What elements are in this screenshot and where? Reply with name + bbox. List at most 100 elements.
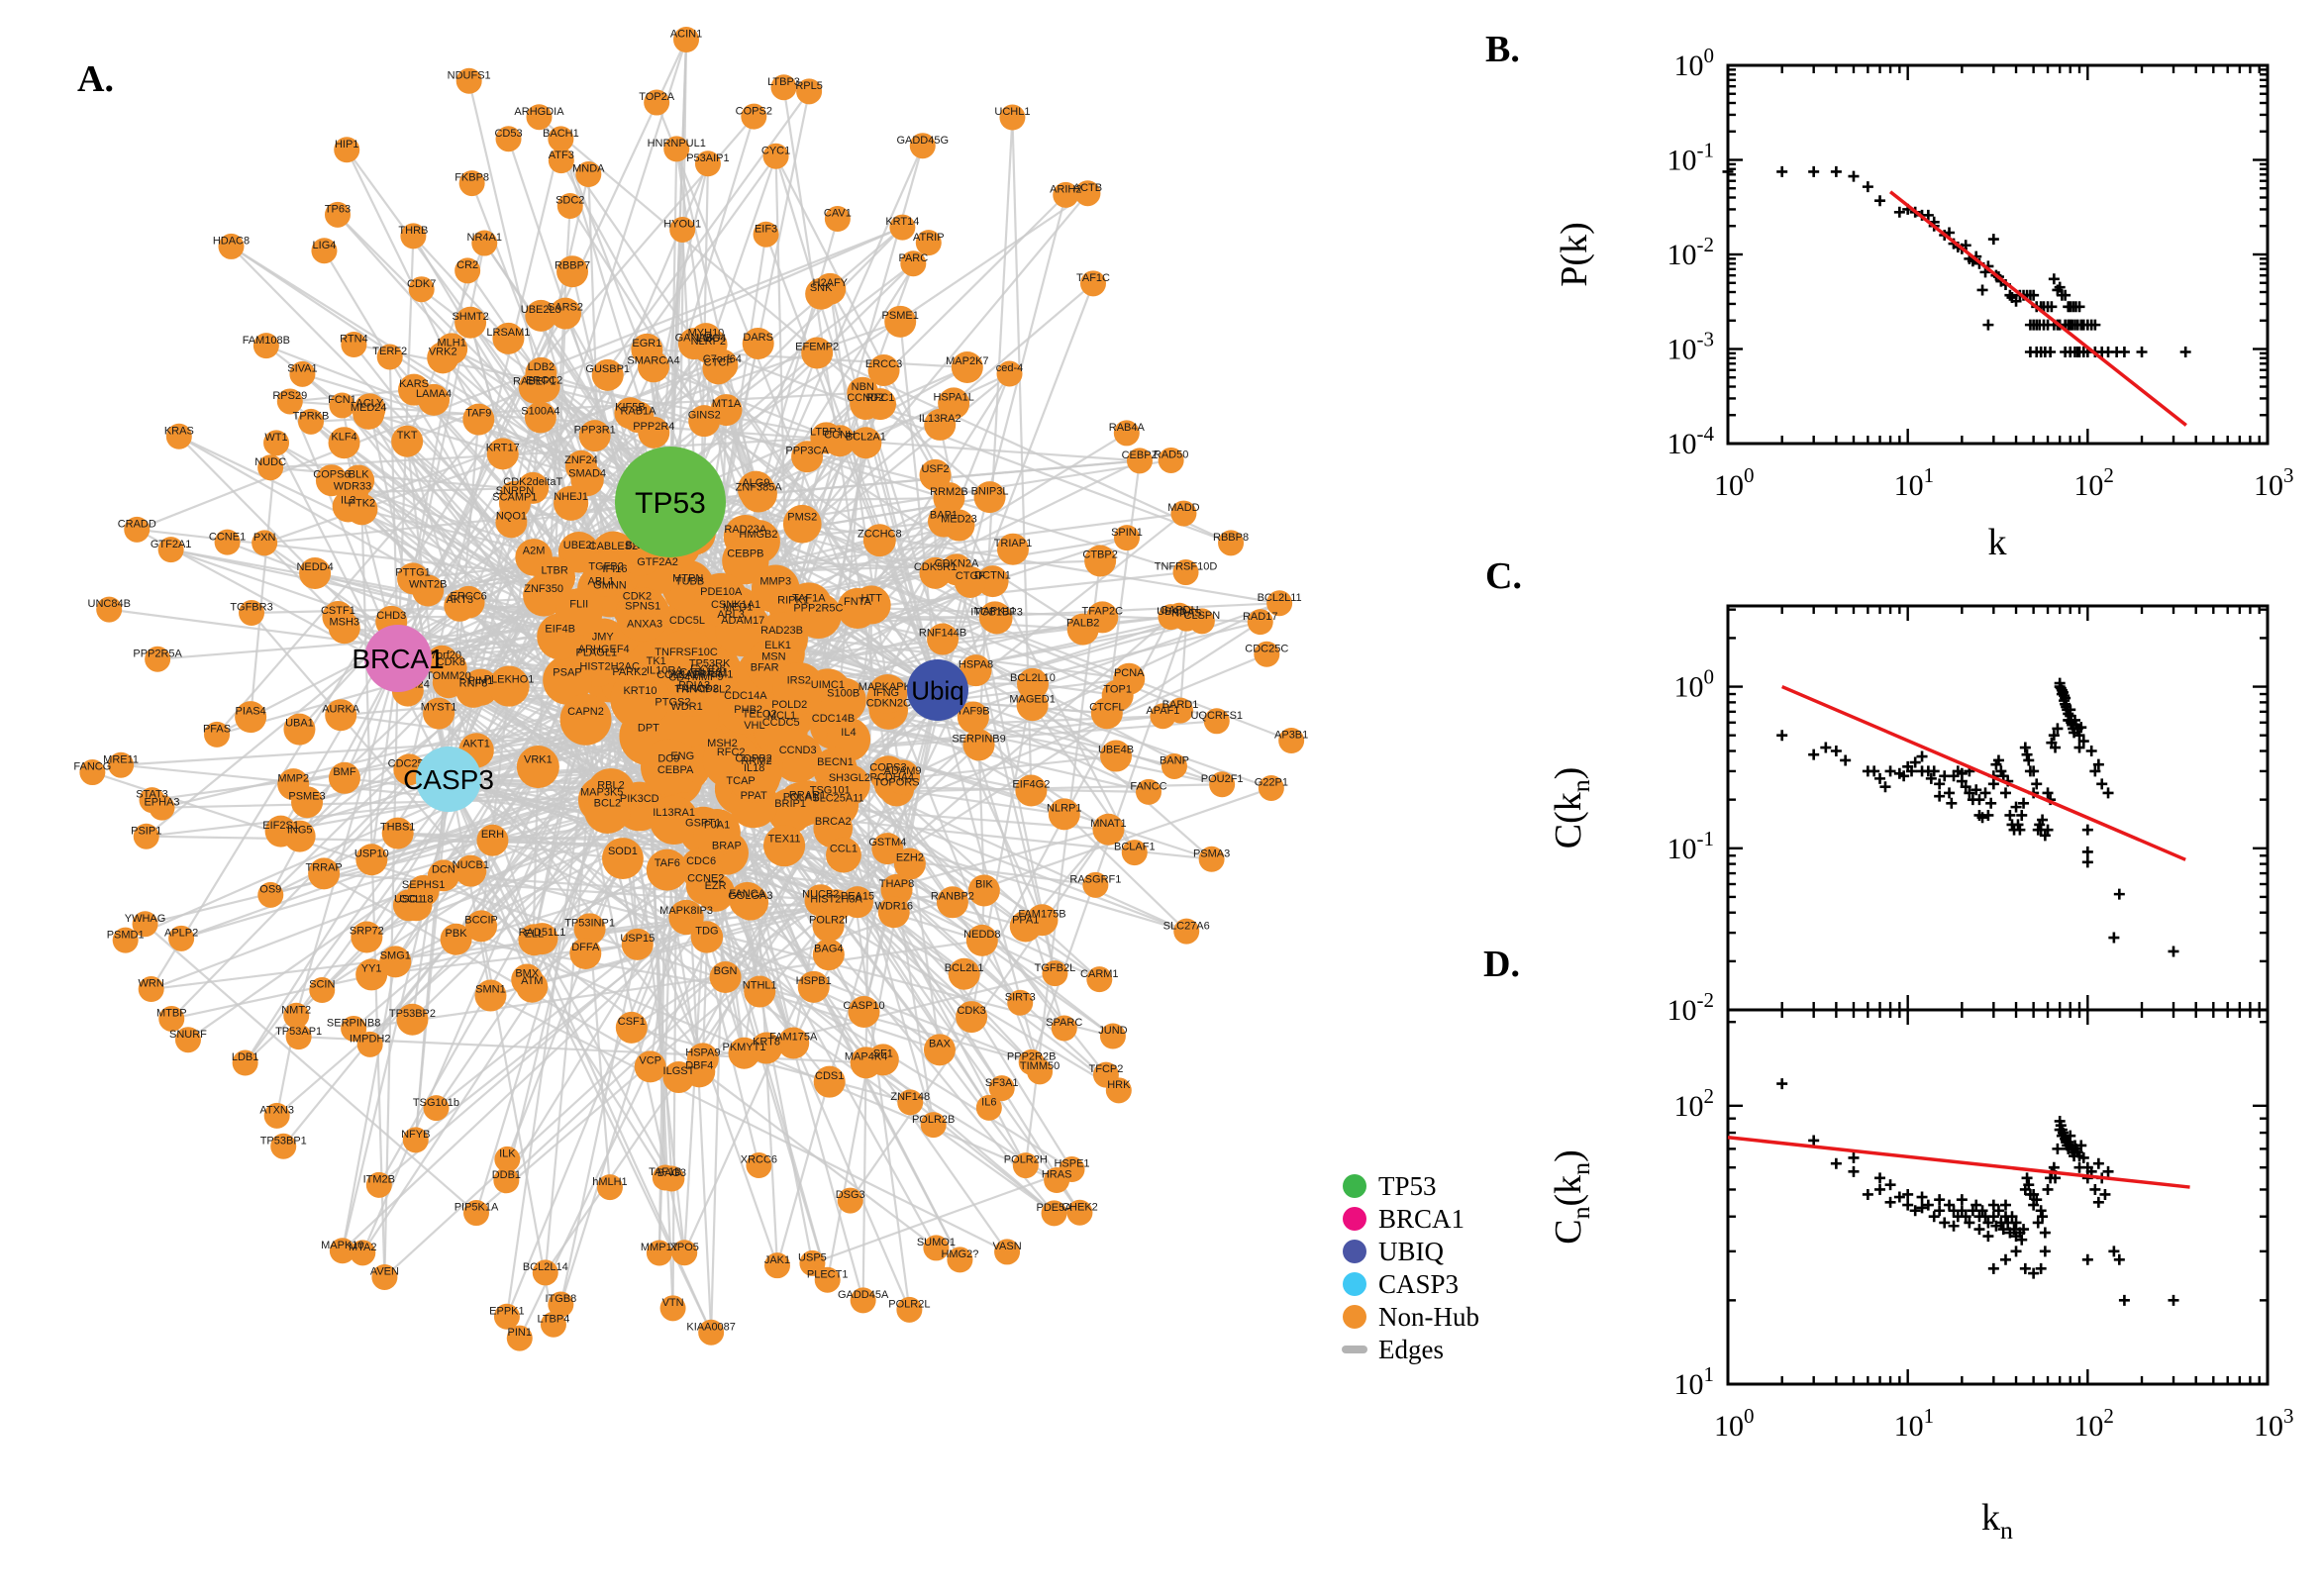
network-node[interactable] (967, 874, 1000, 907)
network-node[interactable] (867, 354, 900, 387)
network-node[interactable] (677, 328, 710, 360)
network-node[interactable] (996, 533, 1029, 565)
network-node[interactable] (909, 133, 936, 159)
network-node[interactable] (400, 223, 427, 249)
network-node[interactable] (1188, 608, 1215, 635)
network-node[interactable] (570, 462, 604, 497)
network-node[interactable] (1007, 989, 1034, 1016)
network-node[interactable] (837, 1187, 863, 1214)
network-node[interactable] (257, 881, 284, 908)
network-node[interactable] (994, 1239, 1021, 1265)
network-node[interactable] (999, 104, 1026, 131)
network-node[interactable] (511, 963, 544, 996)
network-node[interactable] (381, 817, 414, 849)
network-node[interactable] (669, 216, 696, 243)
network-node[interactable] (1082, 871, 1109, 898)
network-node[interactable] (309, 977, 336, 1004)
network-node[interactable] (168, 925, 195, 951)
network-node[interactable] (1012, 1152, 1039, 1179)
network-node[interactable] (722, 537, 769, 585)
network-node[interactable] (350, 1240, 376, 1266)
network-node[interactable] (493, 1303, 520, 1330)
network-node[interactable] (548, 126, 574, 152)
network-node[interactable] (311, 238, 338, 264)
network-node[interactable] (549, 297, 581, 330)
network-node[interactable] (962, 729, 995, 761)
network-node[interactable] (474, 979, 507, 1012)
network-node[interactable] (1084, 545, 1117, 577)
network-node[interactable] (1126, 448, 1153, 474)
network-node[interactable] (96, 596, 123, 623)
network-node[interactable] (328, 761, 360, 794)
network-node[interactable] (138, 976, 164, 1003)
network-node[interactable] (709, 961, 742, 994)
network-node[interactable] (1066, 613, 1099, 646)
network-node[interactable] (526, 104, 553, 131)
network-node[interactable] (690, 921, 724, 953)
network-node[interactable] (423, 697, 455, 730)
network-node[interactable] (1209, 771, 1236, 798)
network-node[interactable] (407, 874, 440, 907)
network-node[interactable] (923, 1235, 950, 1261)
network-node[interactable] (204, 721, 231, 748)
network-node[interactable] (954, 565, 986, 598)
network-node[interactable] (796, 78, 823, 105)
network-node[interactable] (108, 751, 135, 778)
network-node[interactable] (324, 201, 351, 228)
network-node[interactable] (418, 383, 451, 416)
network-node[interactable] (936, 886, 968, 919)
network-node[interactable] (583, 787, 631, 834)
network-node[interactable] (495, 126, 522, 152)
network-node[interactable] (659, 1295, 686, 1322)
network-node[interactable] (795, 592, 842, 640)
network-node[interactable] (423, 1095, 450, 1122)
network-node[interactable] (649, 795, 699, 846)
network-node[interactable] (658, 1165, 685, 1192)
network-node[interactable] (252, 333, 279, 359)
network-node[interactable] (988, 1075, 1015, 1102)
network-node[interactable] (960, 654, 992, 687)
network-node[interactable] (847, 376, 879, 409)
network-node[interactable] (1027, 1058, 1054, 1085)
network-node[interactable] (543, 655, 592, 705)
network-node[interactable] (252, 530, 278, 556)
network-node[interactable] (1042, 960, 1068, 987)
network-node[interactable] (804, 884, 838, 917)
network-node[interactable] (782, 504, 822, 544)
network-node[interactable] (555, 588, 603, 636)
network-node[interactable] (897, 1089, 924, 1116)
network-node[interactable] (554, 485, 589, 521)
network-node[interactable] (463, 1200, 490, 1227)
network-node[interactable] (919, 556, 952, 589)
network-node[interactable] (548, 148, 574, 174)
network-node[interactable] (149, 794, 175, 821)
network-node[interactable] (621, 928, 654, 960)
network-node[interactable] (556, 255, 589, 288)
network-node[interactable] (762, 825, 806, 867)
network-node[interactable] (1150, 703, 1176, 730)
network-node[interactable] (1048, 798, 1080, 831)
network-node[interactable] (476, 824, 509, 856)
network-node[interactable] (132, 911, 158, 938)
network-node[interactable] (1113, 420, 1140, 447)
network-node[interactable] (354, 393, 386, 426)
network-node[interactable] (1066, 1199, 1093, 1226)
network-node[interactable] (298, 408, 325, 435)
network-node[interactable] (391, 425, 424, 457)
network-node[interactable] (548, 1291, 574, 1318)
network-node[interactable] (365, 1171, 392, 1198)
hub-ubiq[interactable]: Ubiq (907, 659, 968, 721)
network-node[interactable] (270, 1133, 297, 1159)
network-node[interactable] (341, 1015, 367, 1042)
network-node[interactable] (573, 913, 606, 946)
network-node[interactable] (329, 392, 355, 419)
network-node[interactable] (124, 516, 151, 543)
network-node[interactable] (1198, 846, 1225, 872)
network-node[interactable] (214, 529, 241, 555)
network-node[interactable] (283, 1002, 310, 1029)
network-node[interactable] (753, 221, 779, 248)
hub-brca1[interactable]: BRCA1 (352, 625, 445, 692)
network-node[interactable] (525, 299, 557, 332)
network-node[interactable] (239, 600, 265, 627)
network-node[interactable] (1053, 181, 1079, 208)
